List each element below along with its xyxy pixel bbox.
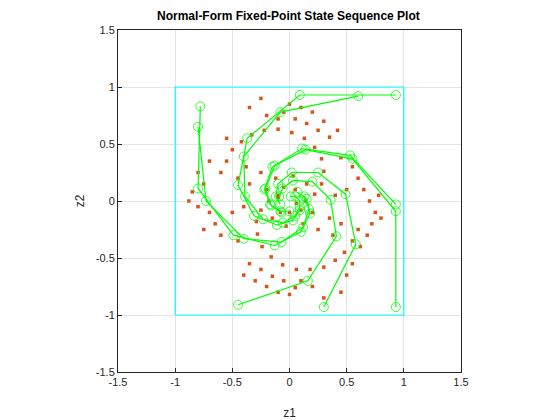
- svg-text:-1: -1: [105, 309, 115, 321]
- svg-text:1: 1: [109, 81, 115, 93]
- svg-text:0.5: 0.5: [339, 376, 354, 388]
- svg-text:0: 0: [109, 195, 115, 207]
- svg-text:Normal-Form Fixed-Point State: Normal-Form Fixed-Point State Sequence P…: [157, 9, 420, 23]
- svg-text:z1: z1: [283, 406, 296, 420]
- svg-text:-1.5: -1.5: [96, 366, 115, 378]
- svg-text:z2: z2: [73, 194, 87, 207]
- svg-text:-0.5: -0.5: [223, 376, 242, 388]
- svg-text:1: 1: [401, 376, 407, 388]
- svg-text:-1: -1: [170, 376, 180, 388]
- svg-text:1.5: 1.5: [453, 376, 468, 388]
- svg-text:-0.5: -0.5: [96, 252, 115, 264]
- svg-text:-1.5: -1.5: [109, 376, 128, 388]
- svg-text:0.5: 0.5: [100, 138, 115, 150]
- svg-text:1.5: 1.5: [100, 24, 115, 36]
- svg-text:0: 0: [286, 376, 292, 388]
